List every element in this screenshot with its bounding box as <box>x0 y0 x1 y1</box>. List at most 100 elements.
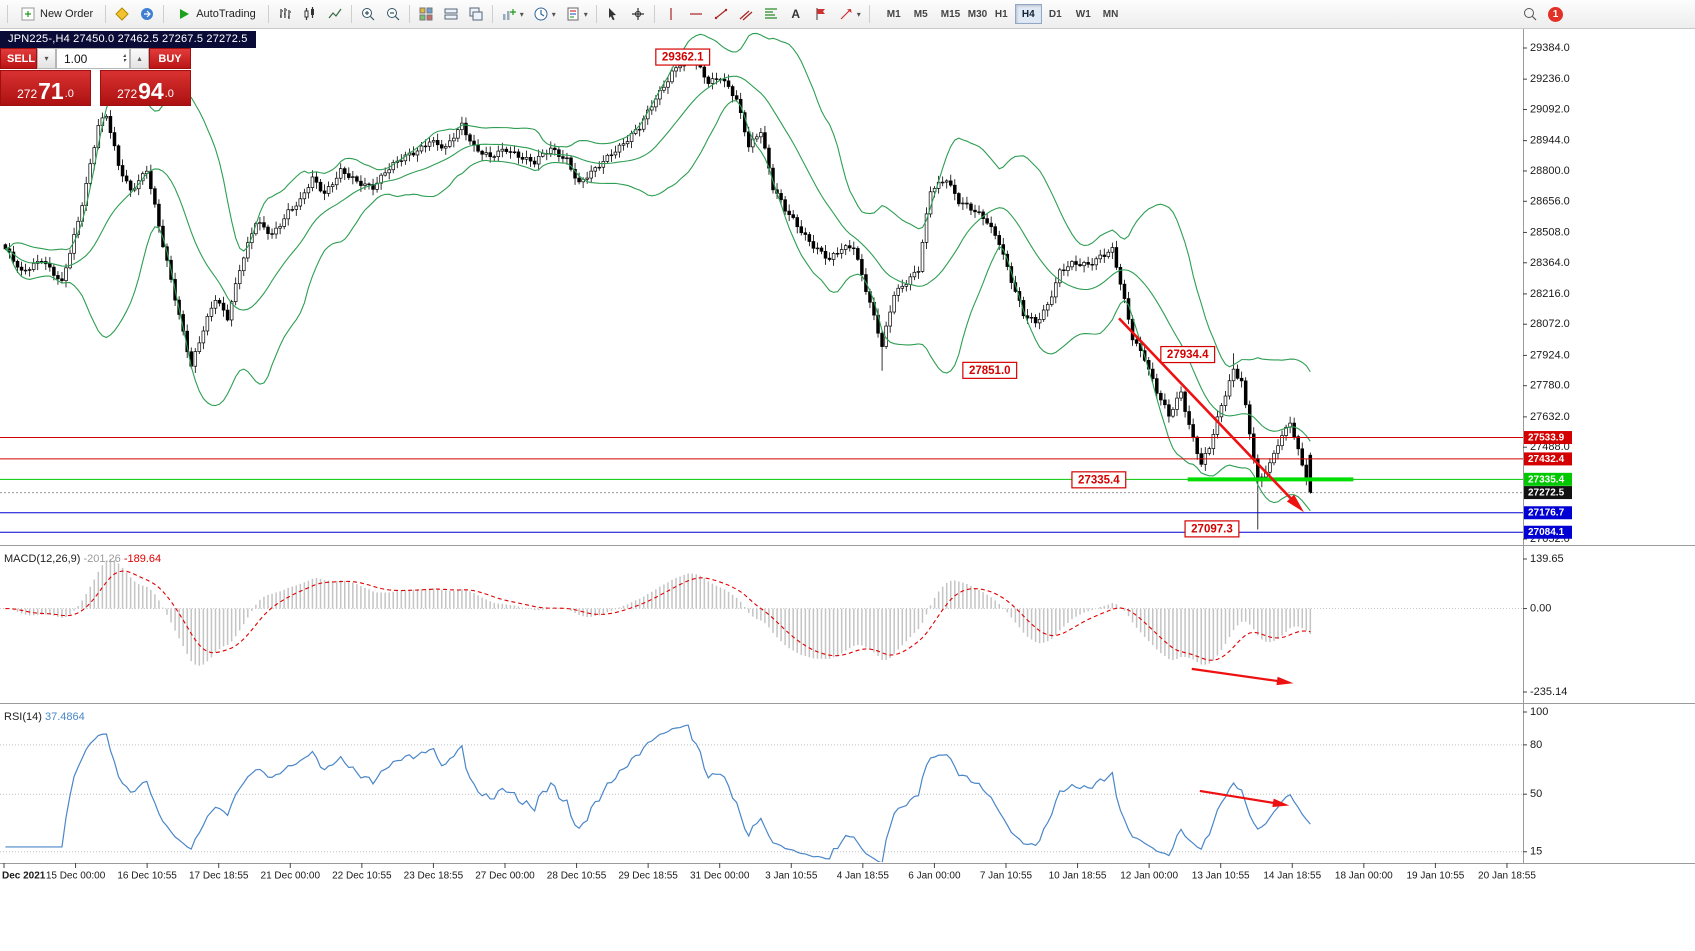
sell-options-button[interactable]: ▾ <box>37 48 56 69</box>
chart-text-label-box[interactable] <box>1160 345 1216 364</box>
chart-text-label-box[interactable] <box>962 361 1018 379</box>
candle-body <box>561 156 565 159</box>
one-click-trading-panel: SELL ▾ 1.00 ▴ ▾ ▴ BUY 272 71.0 272 94.0 <box>0 48 191 106</box>
buy-options-button[interactable]: ▴ <box>130 48 149 69</box>
candle-body <box>997 235 1001 245</box>
text-tool-button[interactable]: A <box>784 3 808 25</box>
sell-price[interactable]: 272 71.0 <box>0 70 91 106</box>
sell-button[interactable]: SELL <box>0 48 37 69</box>
toolbar-separator <box>267 5 269 23</box>
macd-plot[interactable] <box>0 559 1523 666</box>
new-order-button[interactable]: New Order <box>12 3 101 25</box>
terminal-button[interactable] <box>135 3 159 25</box>
trend-arrow[interactable] <box>1118 317 1298 506</box>
candle-body <box>439 144 444 149</box>
svg-text:12 Jan 00:00: 12 Jan 00:00 <box>1120 871 1178 882</box>
svg-text:28800.0: 28800.0 <box>1530 165 1570 177</box>
candle-body <box>807 234 812 242</box>
candle-body <box>64 267 68 281</box>
trend-arrow[interactable] <box>1191 667 1285 684</box>
trendline-tool-button[interactable] <box>709 3 733 25</box>
templates-button[interactable]: ▾ <box>561 3 592 25</box>
main-price-plot[interactable] <box>3 32 1313 530</box>
search-button[interactable] <box>1518 3 1542 25</box>
crosshair-tool-button[interactable] <box>626 3 650 25</box>
timeframe-w1[interactable]: W1 <box>1069 4 1096 24</box>
timeframe-m1[interactable]: M1 <box>880 4 907 24</box>
candle-body <box>662 86 666 91</box>
svg-text:17 Dec 18:55: 17 Dec 18:55 <box>189 871 249 882</box>
candle-body <box>444 146 448 149</box>
timeframe-mn[interactable]: MN <box>1096 4 1123 24</box>
arrows-tool-button[interactable]: ▾ <box>834 3 865 25</box>
candle-body <box>944 180 949 183</box>
chevron-down-icon: ▾ <box>583 9 588 19</box>
timeframe-d1[interactable]: D1 <box>1042 4 1069 24</box>
trend-arrow-head <box>1276 676 1294 686</box>
candle-body <box>702 66 707 78</box>
new-chart-button[interactable]: ▾ <box>497 3 528 25</box>
timeframe-m30[interactable]: M30 <box>961 4 988 24</box>
candle-body <box>516 151 521 158</box>
chart-text-label-box[interactable] <box>1071 471 1127 489</box>
chart-text-label-box[interactable] <box>1184 520 1240 538</box>
timeframe-m15[interactable]: M15 <box>934 4 961 24</box>
volume-spinner[interactable]: ▴ ▾ <box>122 52 126 64</box>
buy-price[interactable]: 272 94.0 <box>100 70 191 106</box>
candle-body <box>1284 426 1288 436</box>
buy-button[interactable]: BUY <box>149 48 191 69</box>
zoom-in-button[interactable] <box>356 3 380 25</box>
candle-body <box>201 330 206 344</box>
candle-body <box>1219 405 1224 418</box>
price-axis[interactable]: 29384.0 29236.0 29092.0 28944.0 28800.0 28656… <box>1523 42 1572 545</box>
candlestick-mode-button[interactable] <box>298 3 322 25</box>
zoom-out-button[interactable] <box>381 3 405 25</box>
bar-chart-mode-button[interactable] <box>273 3 297 25</box>
metaeditor-button[interactable] <box>110 3 134 25</box>
candle-body <box>68 252 72 269</box>
trend-arrow[interactable] <box>1199 789 1281 806</box>
autotrading-button[interactable]: AutoTrading <box>168 3 264 25</box>
candle-body <box>593 167 597 172</box>
candle-body <box>835 252 840 255</box>
horizontal-line-tool-button[interactable] <box>684 3 708 25</box>
candle-body <box>961 202 965 205</box>
channel-tool-button[interactable] <box>734 3 758 25</box>
spinner-down-icon[interactable]: ▾ <box>122 57 126 64</box>
terminal-icon <box>141 8 154 20</box>
svg-text:22 Dec 10:55: 22 Dec 10:55 <box>332 871 392 882</box>
cursor-tool-button[interactable] <box>601 3 625 25</box>
line-chart-mode-button[interactable] <box>323 3 347 25</box>
bollinger-band-line <box>5 75 1311 442</box>
arrange-horizontal-button[interactable] <box>439 3 463 25</box>
candle-body <box>1029 316 1034 319</box>
candle-body <box>597 166 602 169</box>
text-label-tool-button[interactable] <box>809 3 833 25</box>
candle-body <box>88 163 92 184</box>
timeframe-h4[interactable]: H4 <box>1014 4 1042 24</box>
volume-field[interactable]: 1.00 ▴ ▾ <box>56 48 130 69</box>
vertical-line-tool-button[interactable] <box>659 3 683 25</box>
candle-body <box>274 227 278 235</box>
periods-button[interactable]: ▾ <box>529 3 560 25</box>
new-chart-icon <box>502 9 516 20</box>
trend-arrow-head <box>1286 494 1304 513</box>
time-axis[interactable]: Dec 2021 15 Dec 00:00 16 Dec 10:55 17 Dec 1… <box>2 863 1536 882</box>
candle-body <box>949 180 953 186</box>
rsi-plot[interactable] <box>0 724 1523 863</box>
tile-windows-button[interactable] <box>414 3 438 25</box>
chart-canvas[interactable]: 29384.0 29236.0 29092.0 28944.0 28800.0 28656… <box>0 29 1695 951</box>
chart-text-label-box[interactable] <box>655 48 711 66</box>
candle-body <box>1300 448 1304 466</box>
candle-body <box>347 173 351 178</box>
chart-title-bar: JPN225-,H4 27450.0 27462.5 27267.5 27272… <box>0 31 256 48</box>
timeframe-m5[interactable]: M5 <box>907 4 934 24</box>
spinner-up-icon[interactable]: ▴ <box>122 52 126 59</box>
price-tag <box>1524 431 1572 445</box>
candle-body <box>298 198 303 207</box>
price-tag <box>1524 486 1572 500</box>
notification-badge[interactable]: 1 <box>1548 6 1563 22</box>
timeframe-h1[interactable]: H1 <box>988 4 1015 24</box>
candle-body <box>1272 452 1276 464</box>
cascade-windows-button[interactable] <box>464 3 488 25</box>
